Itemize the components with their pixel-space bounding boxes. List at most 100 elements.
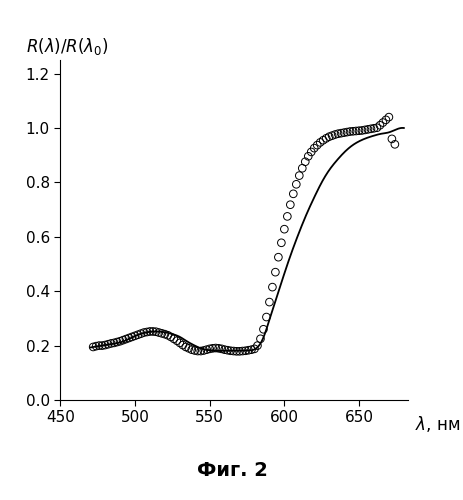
Point: [316, 138, 323, 146]
Point: [185, 344, 192, 352]
Point: [122, 335, 130, 343]
Point: [119, 336, 126, 344]
Point: [355, 126, 362, 134]
Point: [161, 330, 168, 338]
Point: [256, 335, 263, 343]
Point: [235, 348, 243, 356]
Point: [179, 341, 186, 349]
Point: [89, 343, 97, 351]
Point: [244, 346, 252, 354]
Point: [188, 346, 195, 354]
Point: [232, 348, 240, 356]
Point: [328, 132, 335, 140]
Point: [107, 340, 114, 347]
Point: [229, 347, 237, 355]
Point: [382, 116, 389, 124]
Point: [301, 158, 308, 166]
Point: [390, 140, 398, 148]
Point: [149, 328, 156, 336]
Point: [274, 253, 282, 261]
Point: [340, 128, 347, 136]
Point: [372, 124, 380, 132]
Point: [101, 341, 109, 349]
Point: [334, 130, 341, 138]
Point: [125, 334, 132, 342]
Point: [194, 347, 201, 355]
Point: [337, 129, 344, 137]
Point: [331, 130, 338, 138]
Point: [134, 330, 141, 338]
Text: $R(\lambda)/R(\lambda_0)$: $R(\lambda)/R(\lambda_0)$: [25, 36, 108, 56]
Point: [292, 180, 300, 188]
Point: [176, 339, 183, 347]
Point: [104, 340, 112, 348]
Text: $\lambda$, нм: $\lambda$, нм: [414, 414, 459, 434]
Point: [164, 332, 171, 340]
Point: [197, 347, 204, 355]
Point: [322, 134, 329, 142]
Point: [289, 190, 296, 198]
Point: [351, 127, 359, 135]
Point: [220, 346, 228, 354]
Point: [250, 345, 257, 353]
Point: [345, 128, 353, 136]
Point: [241, 347, 249, 355]
Point: [325, 132, 332, 140]
Point: [384, 113, 392, 121]
Point: [170, 335, 177, 343]
Point: [140, 328, 147, 336]
Point: [214, 344, 222, 352]
Point: [283, 212, 290, 220]
Point: [128, 333, 136, 341]
Point: [310, 144, 317, 152]
Point: [146, 328, 153, 336]
Point: [298, 164, 305, 172]
Point: [155, 328, 162, 336]
Point: [262, 313, 269, 321]
Point: [271, 268, 279, 276]
Point: [191, 346, 198, 354]
Point: [98, 342, 106, 349]
Point: [268, 283, 275, 291]
Point: [200, 346, 207, 354]
Point: [116, 337, 124, 345]
Point: [253, 342, 261, 349]
Point: [202, 346, 210, 354]
Point: [357, 126, 365, 134]
Point: [218, 345, 225, 353]
Point: [95, 342, 103, 349]
Point: [212, 344, 219, 352]
Point: [304, 152, 311, 160]
Point: [226, 347, 234, 355]
Point: [92, 342, 100, 350]
Point: [143, 328, 150, 336]
Point: [208, 344, 216, 352]
Point: [363, 126, 371, 134]
Point: [375, 122, 383, 130]
Point: [295, 172, 302, 179]
Point: [361, 126, 368, 134]
Point: [265, 298, 273, 306]
Point: [307, 148, 314, 156]
Point: [388, 135, 395, 143]
Point: [247, 346, 255, 354]
Point: [131, 332, 138, 340]
Text: Фиг. 2: Фиг. 2: [196, 461, 267, 480]
Point: [110, 339, 118, 347]
Point: [343, 128, 350, 136]
Point: [259, 326, 267, 334]
Point: [369, 124, 377, 132]
Point: [280, 225, 288, 233]
Point: [158, 330, 165, 338]
Point: [367, 125, 374, 133]
Point: [238, 347, 246, 355]
Point: [113, 338, 120, 346]
Point: [378, 118, 386, 126]
Point: [181, 343, 189, 351]
Point: [167, 333, 174, 341]
Point: [152, 328, 159, 336]
Point: [137, 330, 144, 338]
Point: [277, 239, 284, 247]
Point: [286, 200, 294, 208]
Point: [313, 141, 320, 149]
